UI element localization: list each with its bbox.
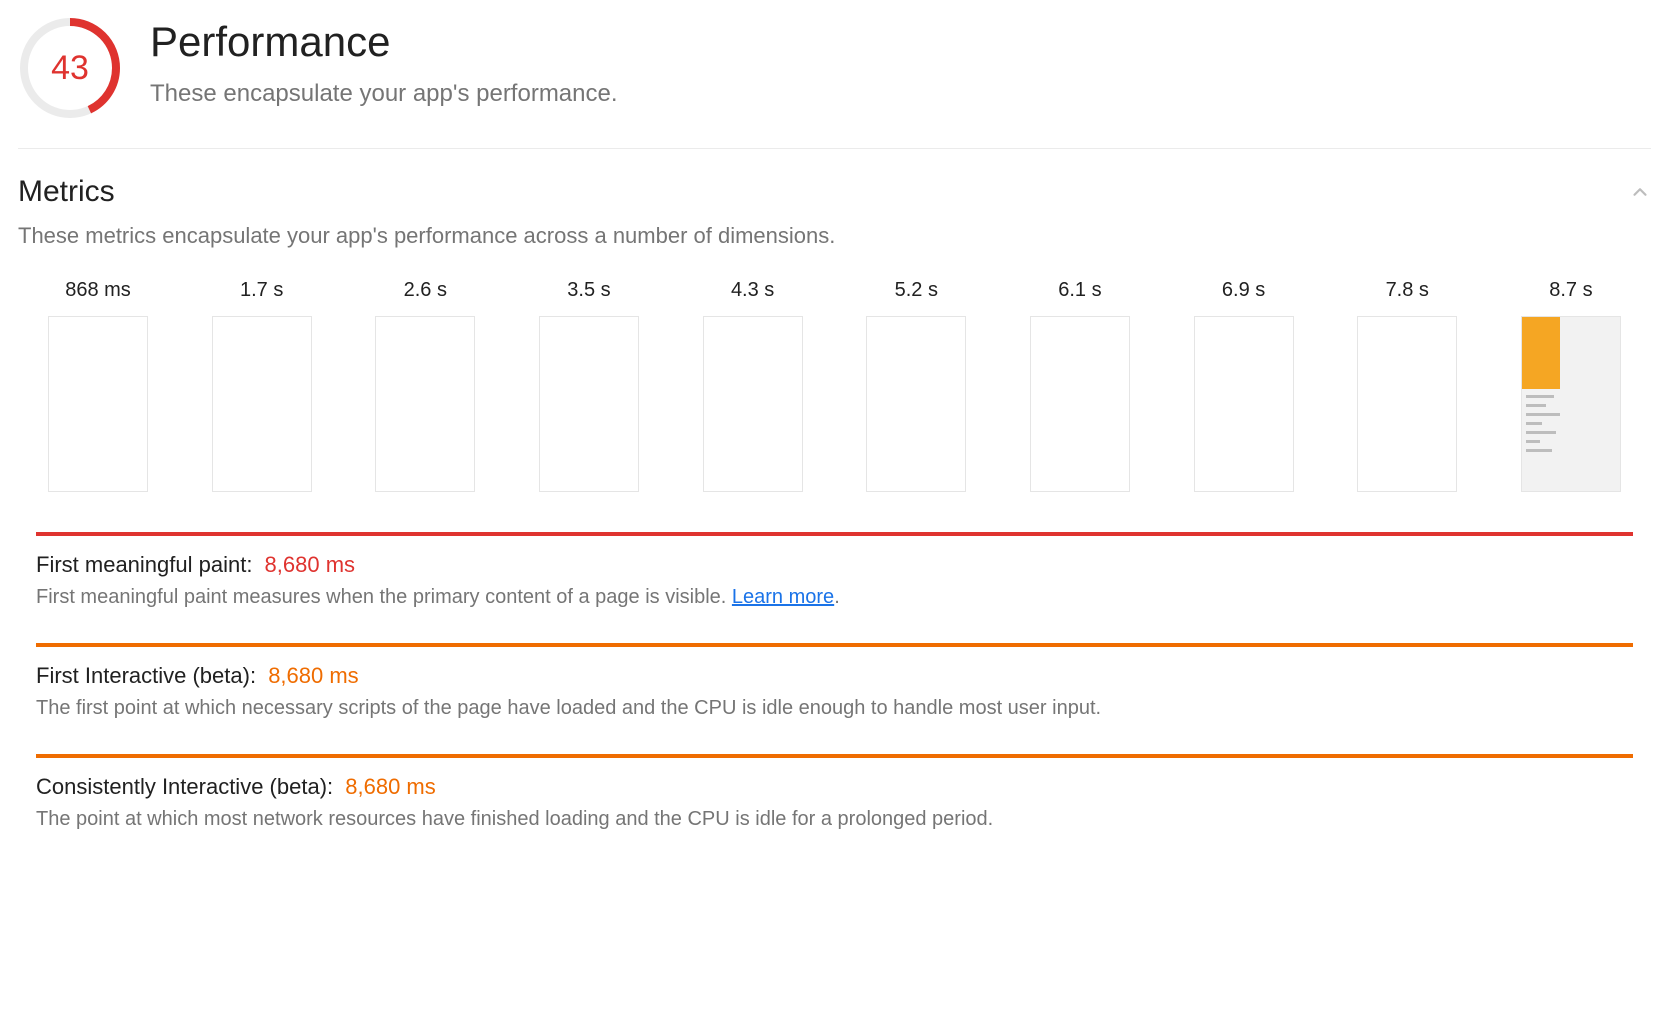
- filmstrip-frame: 8.7 s: [1511, 279, 1631, 492]
- filmstrip-frame: 6.1 s: [1020, 279, 1140, 492]
- audit-value: 8,680 ms: [258, 552, 355, 577]
- collapse-chevron-icon[interactable]: [1629, 181, 1651, 203]
- filmstrip-time-label: 8.7 s: [1549, 279, 1592, 302]
- filmstrip-frame: 868 ms: [38, 279, 158, 492]
- audit-value: 8,680 ms: [262, 663, 359, 688]
- filmstrip: 868 ms 1.7 s 2.6 s 3.5 s 4.3 s 5.2 s 6.1 s 6.9 …: [18, 279, 1651, 492]
- filmstrip-time-label: 5.2 s: [895, 279, 938, 302]
- audit-name: First Interactive (beta):: [36, 663, 256, 688]
- thumb-content-icon: [1522, 317, 1560, 389]
- audit-title: First meaningful paint: 8,680 ms: [36, 552, 1633, 578]
- page-title: Performance: [150, 18, 618, 66]
- audit-score-bar: [36, 643, 1633, 647]
- filmstrip-thumbnail[interactable]: [212, 316, 312, 492]
- filmstrip-thumbnail[interactable]: [1194, 316, 1294, 492]
- filmstrip-thumbnail[interactable]: [1030, 316, 1130, 492]
- filmstrip-frame: 6.9 s: [1184, 279, 1304, 492]
- audit-first-interactive: First Interactive (beta): 8,680 ms The fi…: [36, 643, 1633, 720]
- filmstrip-thumbnail[interactable]: [48, 316, 148, 492]
- filmstrip-frame: 5.2 s: [856, 279, 976, 492]
- filmstrip-frame: 7.8 s: [1347, 279, 1467, 492]
- filmstrip-thumbnail[interactable]: [1357, 316, 1457, 492]
- filmstrip-frame: 3.5 s: [529, 279, 649, 492]
- filmstrip-thumbnail[interactable]: [539, 316, 639, 492]
- filmstrip-thumbnail[interactable]: [1521, 316, 1621, 492]
- audit-score-bar: [36, 754, 1633, 758]
- metrics-heading-row: Metrics: [18, 175, 1651, 209]
- header-text: Performance These encapsulate your app's…: [150, 16, 618, 108]
- score-value: 43: [18, 16, 122, 120]
- filmstrip-time-label: 6.1 s: [1058, 279, 1101, 302]
- filmstrip-frame: 4.3 s: [693, 279, 813, 492]
- audit-description: The first point at which necessary scrip…: [36, 697, 1633, 720]
- score-gauge: 43: [18, 16, 122, 120]
- filmstrip-time-label: 868 ms: [65, 279, 131, 302]
- filmstrip-time-label: 4.3 s: [731, 279, 774, 302]
- metrics-subtitle: These metrics encapsulate your app's per…: [18, 223, 1651, 249]
- audit-consistently-interactive: Consistently Interactive (beta): 8,680 m…: [36, 754, 1633, 831]
- thumb-content-lines: [1526, 395, 1580, 458]
- performance-header: 43 Performance These encapsulate your ap…: [18, 16, 1651, 149]
- audit-first-meaningful-paint: First meaningful paint: 8,680 msFirst me…: [36, 532, 1633, 609]
- filmstrip-time-label: 3.5 s: [567, 279, 610, 302]
- audit-title: First Interactive (beta): 8,680 ms: [36, 663, 1633, 689]
- metrics-heading: Metrics: [18, 175, 115, 209]
- audit-name: First meaningful paint:: [36, 552, 252, 577]
- filmstrip-time-label: 7.8 s: [1386, 279, 1429, 302]
- page-subtitle: These encapsulate your app's performance…: [150, 80, 618, 108]
- filmstrip-thumbnail[interactable]: [375, 316, 475, 492]
- filmstrip-frame: 2.6 s: [365, 279, 485, 492]
- audit-name: Consistently Interactive (beta):: [36, 774, 333, 799]
- filmstrip-time-label: 6.9 s: [1222, 279, 1265, 302]
- filmstrip-time-label: 2.6 s: [404, 279, 447, 302]
- filmstrip-thumbnail[interactable]: [866, 316, 966, 492]
- learn-more-link[interactable]: Learn more: [732, 586, 834, 608]
- audit-value: 8,680 ms: [339, 774, 436, 799]
- filmstrip-frame: 1.7 s: [202, 279, 322, 492]
- filmstrip-thumbnail[interactable]: [703, 316, 803, 492]
- audit-description: The point at which most network resource…: [36, 808, 1633, 831]
- audits-list: First meaningful paint: 8,680 msFirst me…: [18, 532, 1651, 831]
- audit-score-bar: [36, 532, 1633, 536]
- audit-title: Consistently Interactive (beta): 8,680 m…: [36, 774, 1633, 800]
- audit-description: First meaningful paint measures when the…: [36, 586, 1633, 609]
- filmstrip-time-label: 1.7 s: [240, 279, 283, 302]
